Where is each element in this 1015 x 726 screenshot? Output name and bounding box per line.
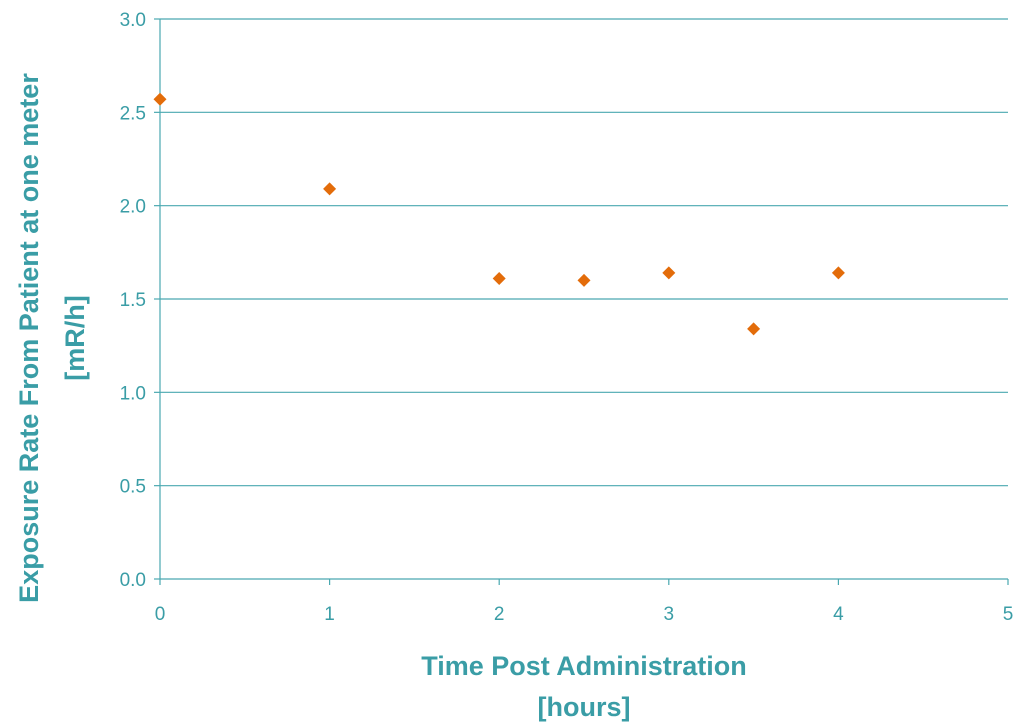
y-tick-label: 3.0 [120,10,146,31]
tick-labels: 0.0 0.5 1.0 1.5 2.0 2.5 3.0 0 1 2 3 4 5 [120,10,1014,625]
data-point [323,182,337,196]
y-axis-unit: [mR/h] [60,295,90,380]
data-point [492,271,506,285]
data-point [831,266,845,280]
y-tick-label: 0.0 [120,570,146,591]
x-tick-label: 3 [664,604,675,625]
gridlines [160,18,1008,487]
y-tick-label: 1.5 [120,290,146,311]
x-tick-label: 4 [833,604,844,625]
y-tick-label: 1.0 [120,383,146,404]
data-point [662,266,676,280]
y-tick-label: 2.0 [120,197,146,218]
x-axis-unit: [hours] [538,692,631,722]
x-tick-label: 5 [1003,604,1014,625]
data-point [577,273,591,287]
data-points [153,92,845,336]
y-axis-title: Exposure Rate From Patient at one meter [14,73,44,603]
x-tick-label: 2 [494,604,505,625]
data-point [747,322,761,336]
x-tick-label: 1 [324,604,335,625]
y-tick-label: 0.5 [120,477,146,498]
data-point [153,92,167,106]
x-axis-title: Time Post Administration [421,651,747,681]
x-tick-label: 0 [155,604,166,625]
y-tick-label: 2.5 [120,103,146,124]
axes [154,18,1009,585]
